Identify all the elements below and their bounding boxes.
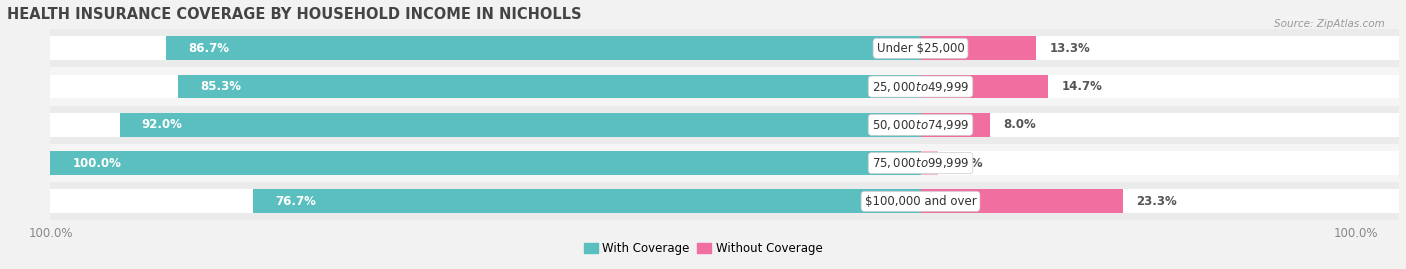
Bar [179, 75, 921, 98]
Bar [51, 144, 1406, 182]
Bar [921, 151, 938, 175]
Text: 86.7%: 86.7% [188, 42, 229, 55]
Text: 85.3%: 85.3% [200, 80, 240, 93]
Bar [51, 113, 1406, 137]
Text: $50,000 to $74,999: $50,000 to $74,999 [872, 118, 969, 132]
Bar [921, 189, 1123, 213]
Bar [51, 151, 1406, 175]
Text: Source: ZipAtlas.com: Source: ZipAtlas.com [1274, 19, 1385, 29]
Text: 100.0%: 100.0% [72, 157, 121, 169]
Text: $25,000 to $49,999: $25,000 to $49,999 [872, 80, 969, 94]
Text: Under $25,000: Under $25,000 [877, 42, 965, 55]
Text: 14.7%: 14.7% [1062, 80, 1102, 93]
Bar [921, 113, 990, 137]
Bar [51, 37, 1406, 60]
Bar [120, 113, 921, 137]
Bar [921, 37, 1036, 60]
Bar [166, 37, 921, 60]
Bar [51, 182, 1406, 221]
Text: $100,000 and over: $100,000 and over [865, 195, 976, 208]
Bar [51, 151, 921, 175]
Bar [921, 75, 1049, 98]
Bar [51, 106, 1406, 144]
Text: 13.3%: 13.3% [1049, 42, 1090, 55]
Bar [51, 75, 1406, 98]
Legend: With Coverage, Without Coverage: With Coverage, Without Coverage [579, 237, 827, 259]
Text: $75,000 to $99,999: $75,000 to $99,999 [872, 156, 969, 170]
Bar [51, 189, 1406, 213]
Bar [51, 68, 1406, 106]
Text: 76.7%: 76.7% [276, 195, 316, 208]
Bar [51, 29, 1406, 68]
Text: 23.3%: 23.3% [1136, 195, 1177, 208]
Text: HEALTH INSURANCE COVERAGE BY HOUSEHOLD INCOME IN NICHOLLS: HEALTH INSURANCE COVERAGE BY HOUSEHOLD I… [7, 7, 582, 22]
Text: 0.0%: 0.0% [950, 157, 984, 169]
Text: 8.0%: 8.0% [1002, 118, 1036, 131]
Text: 92.0%: 92.0% [142, 118, 183, 131]
Bar [253, 189, 921, 213]
